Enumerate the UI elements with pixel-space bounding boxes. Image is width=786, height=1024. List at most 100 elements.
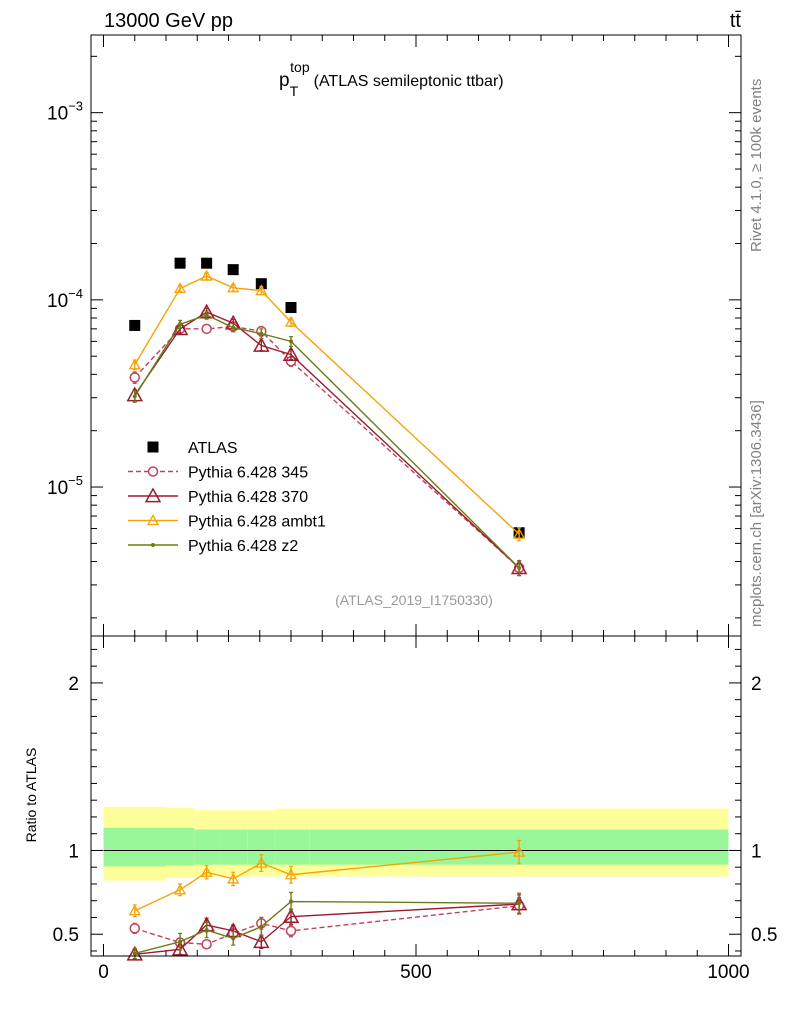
data-point <box>285 925 297 937</box>
data-point <box>128 904 141 916</box>
main-y-tick-label: 10−5 <box>47 473 83 499</box>
series-pythia-6-428-z2 <box>132 310 522 577</box>
legend-label: Pythia 6.428 345 <box>188 465 308 482</box>
legend-marker <box>147 466 159 477</box>
legend-entry: Pythia 6.428 370 <box>128 487 308 506</box>
plot-title: pTtop(ATLAS semileptonic ttbar) <box>279 59 504 99</box>
data-point <box>173 282 187 294</box>
data-point <box>513 527 526 539</box>
data-point <box>200 865 213 877</box>
legend-marker <box>151 543 155 547</box>
series-pythia-6-428-ambt1 <box>128 839 526 918</box>
data-point <box>517 901 522 906</box>
data-point <box>227 264 239 276</box>
data-point <box>289 339 293 344</box>
series-line <box>134 903 520 956</box>
x-tick-label: 0 <box>98 962 109 983</box>
rivet-version-label: Rivet 4.1.0, ≥ 100k events <box>748 79 765 252</box>
title-subscript: T <box>290 83 299 99</box>
legend-entry: ATLAS <box>147 440 238 457</box>
data-point <box>285 302 297 314</box>
title-rest: (ATLAS semileptonic ttbar) <box>314 73 504 90</box>
data-point <box>132 394 137 399</box>
legend-entry: Pythia 6.428 z2 <box>128 538 298 555</box>
data-point <box>255 284 268 296</box>
inner-band-segment <box>166 827 195 866</box>
legend-marker <box>146 514 160 526</box>
data-point <box>129 319 141 331</box>
data-point <box>289 899 293 904</box>
data-point <box>231 325 236 330</box>
data-point <box>128 358 141 370</box>
legend-label: ATLAS <box>188 440 238 457</box>
data-point <box>171 320 189 336</box>
main-y-tick-label: 10−3 <box>47 99 83 125</box>
legend-marker <box>147 441 159 453</box>
data-point <box>174 257 186 269</box>
data-point <box>178 939 183 944</box>
title-superscript: top <box>290 59 310 75</box>
data-point <box>255 278 267 290</box>
series-pythia-6-428-ambt1 <box>128 269 526 542</box>
data-point <box>513 845 526 857</box>
data-point <box>204 928 209 933</box>
analysis-id-label: (ATLAS_2019_I1750330) <box>335 592 493 608</box>
data-point <box>253 337 270 352</box>
series-line <box>134 900 520 955</box>
data-point <box>259 331 264 336</box>
data-point <box>201 939 212 950</box>
inner-band-segment <box>194 829 220 865</box>
data-point <box>132 951 137 956</box>
ratio-axis-ticks: 0.5 0.5 1 1 2 2 0 500 1000 <box>53 636 777 983</box>
ratio-y-tick-label-left: 0.5 <box>53 925 79 946</box>
legend-entry: Pythia 6.428 345 <box>128 465 308 482</box>
data-point <box>259 924 264 929</box>
data-point <box>201 257 213 269</box>
ratio-uncertainty-bands <box>103 806 729 881</box>
ratio-y-tick-label-right: 2 <box>751 674 762 695</box>
ratio-y-tick-label-right: 1 <box>751 841 762 862</box>
header-energy-label: 13000 GeV pp <box>104 10 233 32</box>
main-y-tick-label: 10−4 <box>47 286 83 312</box>
data-point <box>227 281 240 293</box>
ratio-y-tick-label-left: 1 <box>68 841 79 862</box>
legend-entry: Pythia 6.428 ambt1 <box>128 514 326 531</box>
data-point <box>126 945 144 961</box>
data-point <box>200 269 213 281</box>
data-point <box>204 312 209 317</box>
data-point <box>284 868 298 880</box>
data-point <box>201 323 212 335</box>
inner-band-segment <box>275 829 310 865</box>
series-pythia-6-428-z2 <box>132 891 522 960</box>
data-point <box>282 908 300 923</box>
inner-band-segment <box>103 827 166 867</box>
data-point <box>253 933 270 949</box>
data-point <box>129 923 140 934</box>
title-main: p <box>279 70 290 91</box>
ratio-y-axis-label: Ratio to ATLAS <box>23 748 39 843</box>
legend-marker <box>144 487 162 503</box>
inner-band-segment <box>219 829 248 865</box>
legend-label: Pythia 6.428 z2 <box>188 538 298 555</box>
main-y-axis-ticks: 10−5 10−4 10−3 <box>47 35 741 636</box>
data-point <box>517 565 522 570</box>
data-point <box>129 372 140 383</box>
data-point <box>227 872 240 884</box>
mcplots-label: mcplots.cern.ch [arXiv:1306.3436] <box>748 400 765 627</box>
header-process-label: tt̄ <box>730 10 742 32</box>
data-point <box>173 883 187 895</box>
data-point <box>282 346 300 361</box>
ratio-y-tick-label-left: 2 <box>68 674 79 695</box>
series-pythia-6-428-370 <box>126 894 528 961</box>
data-point <box>284 315 298 327</box>
legend: ATLAS Pythia 6.428 345 Pythia 6.428 370 Pyt… <box>128 440 326 555</box>
main-series-layer <box>126 257 528 577</box>
data-point <box>171 940 189 956</box>
x-tick-label: 500 <box>400 962 432 983</box>
data-point <box>255 856 268 868</box>
ratio-series-layer <box>126 839 528 961</box>
ratio-y-tick-label-right: 0.5 <box>751 925 777 946</box>
x-tick-label: 1000 <box>707 962 749 983</box>
data-point <box>231 936 236 941</box>
